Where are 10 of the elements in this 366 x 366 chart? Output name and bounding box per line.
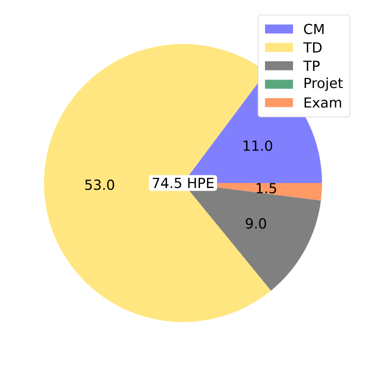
data-label: 11.0 [244, 140, 272, 151]
legend-label: Projet [304, 77, 343, 91]
legend-label: TP [303, 60, 320, 71]
text: 74.5 HPE [152, 178, 214, 188]
legend-label: CM [304, 24, 324, 34]
data-label: 9.0 [246, 218, 266, 229]
data-label: 1.5 [256, 183, 276, 194]
legend-label: TD [303, 42, 322, 52]
legend-label: Exam [304, 97, 342, 108]
data-label: 53.0 [85, 180, 114, 190]
